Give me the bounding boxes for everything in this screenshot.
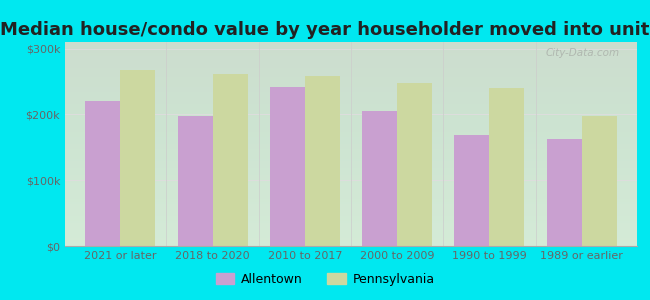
Bar (120, 70, 155, 246)
Bar (362, 111, 397, 246)
Text: City-Data.com: City-Data.com (546, 48, 620, 58)
Bar (270, 87, 305, 246)
Bar (397, 83, 432, 246)
Bar (489, 88, 525, 246)
Bar (85, 101, 120, 246)
Bar (454, 135, 489, 246)
Bar (213, 74, 248, 246)
Bar (177, 116, 213, 246)
Bar (305, 76, 340, 246)
Legend: Allentown, Pennsylvania: Allentown, Pennsylvania (211, 268, 439, 291)
Text: Median house/condo value by year householder moved into unit: Median house/condo value by year househo… (0, 21, 650, 39)
Bar (547, 139, 582, 246)
Bar (582, 116, 617, 246)
